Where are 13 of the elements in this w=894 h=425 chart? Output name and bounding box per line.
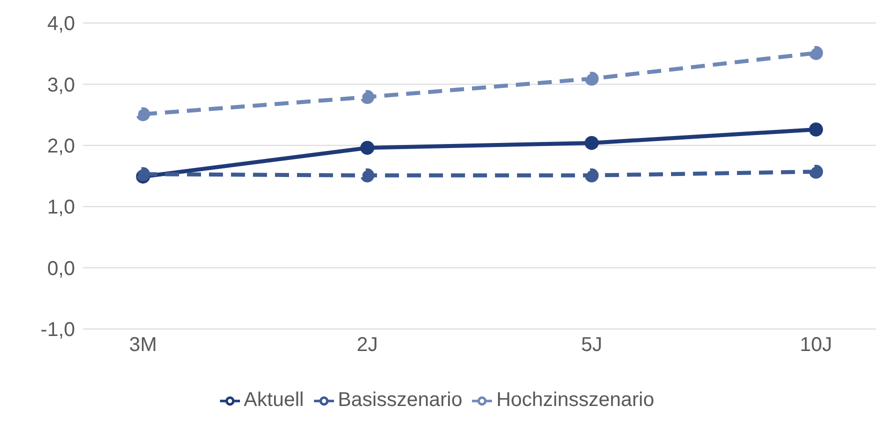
legend-label: Aktuell [244,389,304,411]
y-tick-label: -1,0 [40,319,75,342]
x-tick-label: 2J [356,334,378,356]
legend-label: Hochzinsszenario [496,389,654,411]
y-tick-label: 2,0 [47,136,75,158]
y-tick-label: 4,0 [47,13,75,36]
y-tick-label: 1,0 [47,196,75,219]
y-tick-label: 0,0 [47,258,75,280]
y-tick-label: 3,0 [47,74,75,96]
x-tick-label: 3M [129,334,157,356]
legend-label: Basisszenario [338,389,462,411]
x-tick-label: 10J [800,334,832,356]
x-tick-label: 5J [581,334,602,356]
